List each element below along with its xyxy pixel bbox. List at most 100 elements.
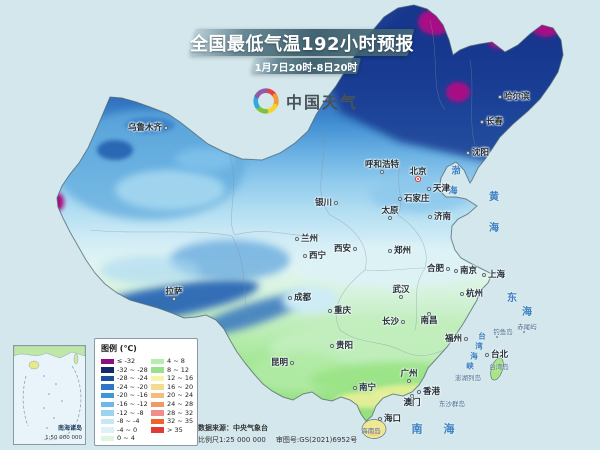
legend-row: 0 ~ 4 <box>101 434 151 443</box>
city-dot-icon <box>460 292 464 296</box>
city-dot-icon <box>464 337 468 341</box>
city-name: 乌鲁木齐 <box>127 122 162 133</box>
sea-label-char: 黄 <box>489 192 499 203</box>
city-name: 南宁 <box>359 382 377 393</box>
legend-swatch <box>151 427 164 433</box>
city-dot-icon <box>330 344 334 348</box>
legend-range-label: -16 ~ -12 <box>117 400 148 409</box>
city-name: 天津 <box>433 183 451 194</box>
legend-row: -12 ~ -8 <box>101 409 151 418</box>
legend-swatch <box>151 392 164 399</box>
city-name: 拉萨 <box>165 286 183 297</box>
city-name: 西宁 <box>309 250 327 261</box>
legend-row: -4 ~ 0 <box>101 426 151 435</box>
legend-range-label: -32 ~ -28 <box>117 365 148 374</box>
city-name: 南京 <box>460 265 478 276</box>
legend-swatch <box>101 367 114 373</box>
legend-range-label: 8 ~ 12 <box>167 365 189 374</box>
inset-scale: 1:50 000 000 <box>45 435 82 441</box>
city-dot-icon <box>334 201 338 205</box>
city-dot-icon <box>290 361 294 365</box>
legend-swatch <box>151 367 164 373</box>
city-dot-icon <box>498 95 502 99</box>
city-name: 香港 <box>423 386 441 397</box>
legend-swatch <box>151 375 164 382</box>
city-name: 兰州 <box>301 233 319 244</box>
sea-label-char: 台 <box>478 331 486 341</box>
legend-range-label: 20 ~ 24 <box>167 391 194 400</box>
city-dot-icon <box>401 320 405 324</box>
china-weather-logo: 中国天气 <box>251 86 358 116</box>
city-dot-icon <box>303 254 307 258</box>
city-name: 哈尔滨 <box>504 91 530 102</box>
island-label: 赤尾屿 <box>517 322 537 331</box>
legend-row: > 35 <box>151 426 193 435</box>
legend-range-label: -28 ~ -24 <box>117 374 148 383</box>
city-name: 西安 <box>333 243 351 254</box>
city-name: 北京 <box>409 166 427 177</box>
page-title: 全国最低气温192小时预报 <box>189 33 415 55</box>
island-label: 东沙群岛 <box>439 399 465 408</box>
city-dot-icon <box>295 237 299 241</box>
sea-label-char: 峡 <box>466 361 474 371</box>
city-name: 福州 <box>444 333 462 344</box>
taiwan-island <box>490 357 504 381</box>
legend-range-label: > 35 <box>167 425 183 434</box>
legend-swatch <box>101 427 114 433</box>
city-name: 呼和浩特 <box>364 159 400 170</box>
legend-range-label: -4 ~ 0 <box>117 425 138 434</box>
legend-row: 24 ~ 28 <box>151 400 193 409</box>
city-dot-icon <box>328 309 332 313</box>
city-name: 澳门 <box>403 398 421 408</box>
city-dot-icon <box>353 386 357 390</box>
city-dot-icon <box>427 312 431 316</box>
legend-row: -20 ~ -16 <box>101 391 151 400</box>
city-dot-icon <box>482 273 486 277</box>
legend-row: -28 ~ -24 <box>101 374 151 383</box>
legend-row: 20 ~ 24 <box>151 391 193 400</box>
legend-range-label: -20 ~ -16 <box>117 391 148 400</box>
city-name: 南昌 <box>420 316 438 326</box>
city-name: 郑州 <box>394 245 412 256</box>
city-dot-icon <box>407 379 411 383</box>
city-name: 合肥 <box>426 263 444 274</box>
city-name: 银川 <box>314 197 332 208</box>
city-dot-icon <box>378 417 382 421</box>
legend-row: -8 ~ -4 <box>101 417 151 426</box>
legend-range-label: 16 ~ 20 <box>167 382 194 391</box>
legend-row: ≤ -32 <box>101 357 151 366</box>
city-name: 杭州 <box>466 288 484 299</box>
island-label: 台湾岛 <box>489 362 509 371</box>
inset-label: 南海诸岛 <box>57 425 82 432</box>
diaoyu-island-dot <box>496 336 498 338</box>
legend-title: 图例 (℃) <box>101 344 137 353</box>
logo-text: 中国天气 <box>286 93 359 112</box>
legend-swatch <box>101 358 114 365</box>
legend-swatch <box>101 384 114 390</box>
sea-label-char: 海 <box>448 186 458 197</box>
city-dot-icon <box>485 353 489 357</box>
legend-swatch <box>101 392 114 399</box>
sea-label-char: 海 <box>470 351 478 361</box>
pinwheel-logo-icon <box>253 88 279 114</box>
city-name: 重庆 <box>334 305 352 316</box>
city-name: 长春 <box>486 116 504 127</box>
legend-row: -16 ~ -12 <box>101 400 151 409</box>
legend-swatch <box>151 358 164 365</box>
island-label: 海南岛 <box>361 426 381 435</box>
city-dot-icon <box>454 269 458 273</box>
city-name: 沈阳 <box>472 147 490 158</box>
scale-and-approval: 比例尺1:25 000 000 审图号:GS(2021)6952号 <box>198 435 357 445</box>
approval-number: 审图号:GS(2021)6952号 <box>275 436 358 444</box>
legend-range-label: -24 ~ -20 <box>117 382 148 391</box>
legend-swatch <box>101 410 114 416</box>
city-dot-icon <box>399 295 403 299</box>
island-label: 澎湖列岛 <box>455 373 481 382</box>
legend-swatch <box>151 410 164 416</box>
legend-row: 8 ~ 12 <box>151 366 193 375</box>
city-name: 石家庄 <box>404 193 430 204</box>
south-china-sea-inset: 南海诸岛 1:50 000 000 <box>13 345 86 445</box>
city-dot-icon <box>466 151 470 155</box>
legend-range-label: 24 ~ 28 <box>167 400 194 409</box>
